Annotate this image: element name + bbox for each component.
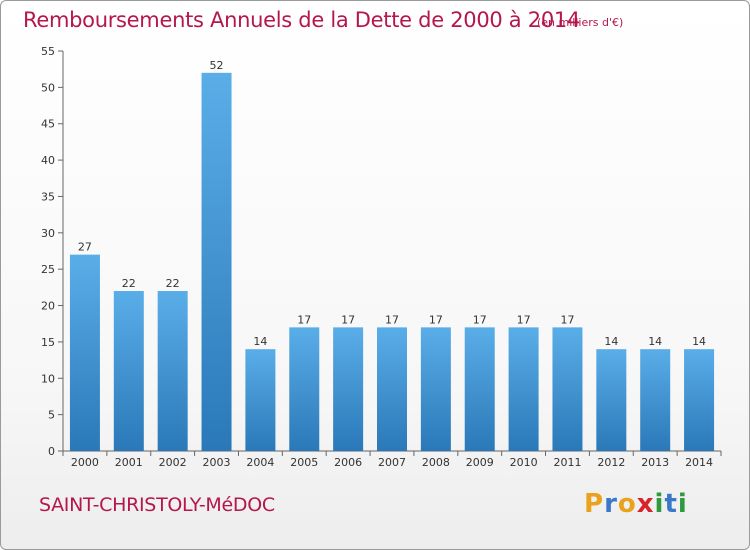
y-tick-label: 35 <box>41 190 55 203</box>
x-tick-label: 2006 <box>334 456 362 469</box>
commune-name: SAINT-CHRISTOLY-MéDOC <box>39 494 275 516</box>
bar <box>596 349 627 451</box>
data-label: 14 <box>604 335 618 348</box>
chart-title: Remboursements Annuels de la Dette de 20… <box>23 8 580 32</box>
x-tick-label: 2011 <box>553 456 581 469</box>
logo-letter: P <box>584 489 605 519</box>
logo-letter: t <box>664 489 678 519</box>
x-tick-label: 2002 <box>159 456 187 469</box>
bar <box>69 254 100 451</box>
bar <box>245 349 276 451</box>
y-tick-label: 15 <box>41 336 55 349</box>
y-tick-label: 40 <box>41 154 55 167</box>
bar <box>508 327 539 451</box>
y-tick-label: 0 <box>48 445 55 458</box>
x-tick-label: 2014 <box>685 456 713 469</box>
data-label: 14 <box>253 335 267 348</box>
bars <box>69 72 715 452</box>
bar <box>684 349 715 451</box>
x-tick-label: 2001 <box>115 456 143 469</box>
proxiti-logo: Proxiti <box>584 489 688 519</box>
logo-letter: r <box>604 489 618 519</box>
y-tick-label: 50 <box>41 81 55 94</box>
data-label: 17 <box>517 313 531 326</box>
x-tick-label: 2012 <box>597 456 625 469</box>
bar <box>552 327 583 451</box>
bar <box>113 291 144 451</box>
x-tick-label: 2007 <box>378 456 406 469</box>
x-tick-label: 2003 <box>203 456 231 469</box>
data-label: 17 <box>473 313 487 326</box>
data-label: 14 <box>692 335 706 348</box>
bar <box>157 291 188 451</box>
x-tick-label: 2013 <box>641 456 669 469</box>
bar <box>464 327 495 451</box>
bar <box>289 327 320 451</box>
bar <box>640 349 671 451</box>
y-tick-label: 25 <box>41 263 55 276</box>
x-tick-label: 2010 <box>510 456 538 469</box>
x-tick-label: 2009 <box>466 456 494 469</box>
labels: 2000 27 2001 22 2002 22 2003 52 2004 14 2005 17 2006… <box>71 59 713 469</box>
data-label: 22 <box>166 277 180 290</box>
data-label: 17 <box>429 313 443 326</box>
logo-letter: i <box>677 489 688 519</box>
x-tick-label: 2004 <box>246 456 274 469</box>
bar <box>420 327 451 451</box>
bar <box>201 72 232 452</box>
y-tick-label: 55 <box>41 45 55 58</box>
data-label: 17 <box>560 313 574 326</box>
x-tick-label: 2005 <box>290 456 318 469</box>
data-label: 17 <box>385 313 399 326</box>
x-tick-label: 2000 <box>71 456 99 469</box>
data-label: 27 <box>78 241 92 254</box>
y-tick-label: 20 <box>41 300 55 313</box>
data-label: 17 <box>341 313 355 326</box>
data-label: 22 <box>122 277 136 290</box>
data-label: 17 <box>297 313 311 326</box>
data-label: 52 <box>210 59 224 72</box>
logo-letter: o <box>617 489 637 519</box>
data-label: 14 <box>648 335 662 348</box>
y-tick-label: 5 <box>48 409 55 422</box>
bar <box>333 327 364 451</box>
logo-letter: x <box>636 489 655 519</box>
logo-letter: i <box>654 489 665 519</box>
y-tick-label: 30 <box>41 227 55 240</box>
bar <box>377 327 407 451</box>
y-tick-label: 10 <box>41 372 55 385</box>
y-tick-label: 45 <box>41 118 55 131</box>
chart-unit-note: (en milliers d'€) <box>537 16 624 29</box>
x-tick-label: 2008 <box>422 456 450 469</box>
